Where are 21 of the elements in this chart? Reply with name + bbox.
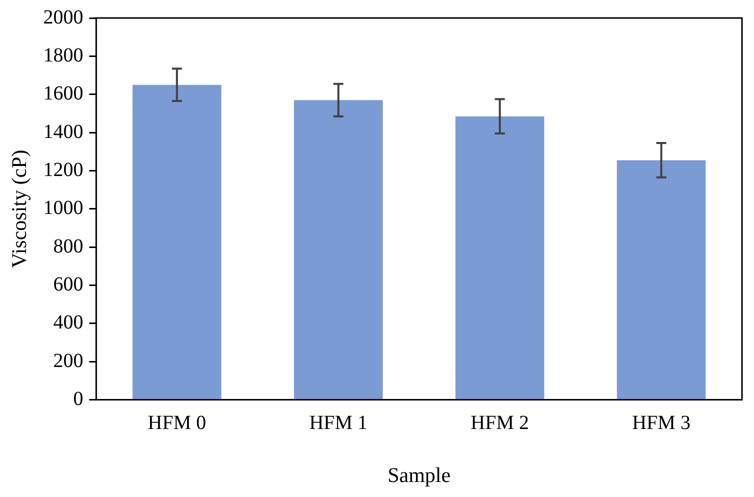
x-tick-label: HFM 1 bbox=[309, 412, 368, 434]
x-axis-title: Sample bbox=[388, 462, 451, 487]
y-tick-label: 1800 bbox=[43, 44, 84, 66]
x-tick-label: HFM 2 bbox=[470, 412, 530, 434]
y-tick-label: 1200 bbox=[43, 158, 84, 181]
y-tick-label: 2000 bbox=[43, 6, 84, 28]
y-tick-label: 0 bbox=[73, 388, 84, 410]
bar bbox=[132, 84, 222, 400]
y-tick-label: 1000 bbox=[43, 197, 84, 220]
x-tick-label: HFM 3 bbox=[632, 412, 690, 434]
bar bbox=[294, 100, 383, 400]
y-tick-label: 800 bbox=[53, 235, 84, 258]
y-tick-label: 1600 bbox=[43, 82, 84, 105]
y-tick-label: 600 bbox=[53, 274, 84, 296]
x-tick-label: HFM 0 bbox=[148, 412, 206, 434]
y-axis-title: Viscosity (cP) bbox=[7, 150, 32, 268]
y-tick-label: 400 bbox=[53, 312, 84, 334]
bar bbox=[616, 160, 706, 400]
y-tick-label: 1400 bbox=[43, 120, 84, 143]
bar bbox=[455, 116, 544, 400]
y-tick-label: 200 bbox=[53, 350, 84, 372]
